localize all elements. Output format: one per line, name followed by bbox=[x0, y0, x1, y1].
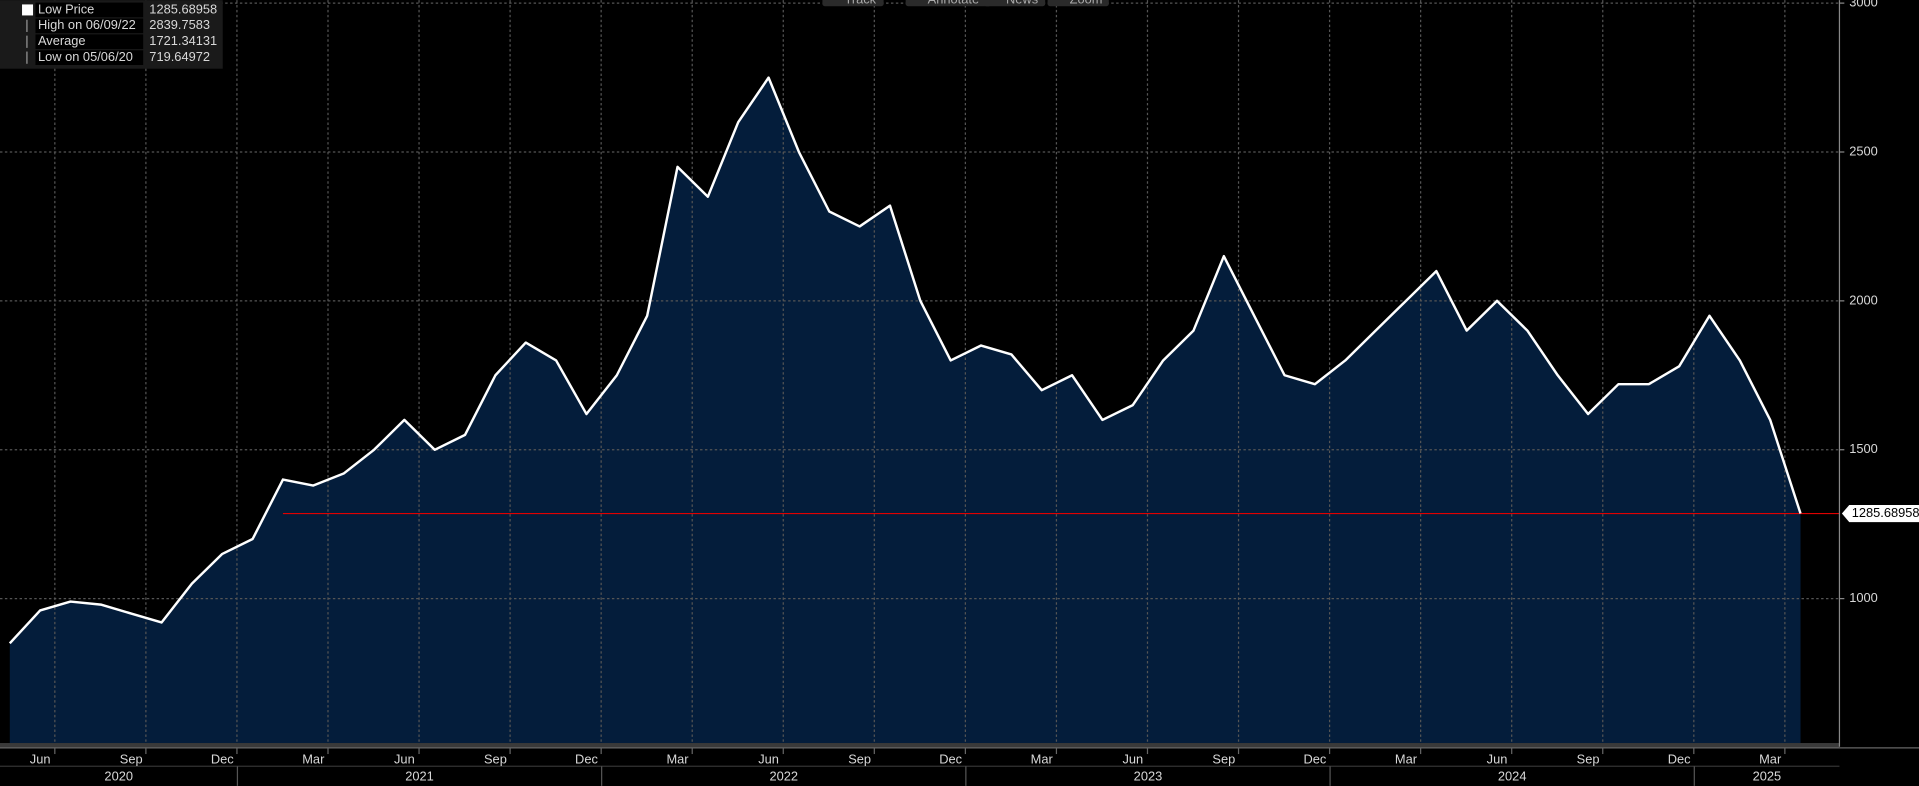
x-tick-label: Mar bbox=[666, 752, 689, 767]
legend-label-bg bbox=[35, 50, 144, 66]
year-label: 2021 bbox=[405, 769, 434, 784]
x-tick-label: Jun bbox=[1122, 752, 1143, 767]
last-price-box bbox=[1841, 504, 1919, 523]
y-tick-label: 1500 bbox=[1849, 441, 1878, 456]
y-tick-label: 1000 bbox=[1849, 590, 1878, 605]
toolbar-button[interactable] bbox=[822, 0, 884, 7]
year-label: 2024 bbox=[1498, 769, 1527, 784]
plot-area bbox=[0, 0, 1840, 744]
legend-label-bg bbox=[35, 18, 144, 34]
scrollbar bbox=[0, 743, 1840, 748]
toolbar-button[interactable] bbox=[983, 0, 1046, 7]
year-label: 2022 bbox=[769, 769, 798, 784]
x-tick-label: Dec bbox=[211, 752, 234, 767]
legend-label-bg bbox=[35, 34, 144, 50]
x-tick-label: Mar bbox=[1759, 752, 1782, 767]
x-tick-label: Jun bbox=[1487, 752, 1508, 767]
x-tick-label: Mar bbox=[1395, 752, 1418, 767]
legend-label-bg bbox=[35, 2, 144, 18]
legend-label: Low Price bbox=[38, 1, 94, 16]
x-tick-label: Jun bbox=[394, 752, 415, 767]
toolbar-label[interactable]: Track bbox=[844, 0, 876, 7]
legend-value: 2839.7583 bbox=[149, 17, 210, 32]
y-tick-label: 3000 bbox=[1849, 0, 1878, 10]
legend-label: Average bbox=[38, 33, 86, 48]
toolbar-label[interactable]: Annotate bbox=[928, 0, 979, 7]
x-tick-label: Sep bbox=[1212, 752, 1235, 767]
legend-value: 719.64972 bbox=[149, 49, 210, 64]
x-tick-label: Mar bbox=[1031, 752, 1054, 767]
legend-label: Low on 05/06/20 bbox=[38, 49, 133, 64]
x-tick-label: Sep bbox=[120, 752, 143, 767]
legend-label: High on 06/09/22 bbox=[38, 17, 136, 32]
toolbar-label[interactable]: News bbox=[1006, 0, 1038, 7]
x-tick-label: Dec bbox=[575, 752, 598, 767]
x-tick-label: Jun bbox=[30, 752, 51, 767]
x-tick-label: Sep bbox=[1577, 752, 1600, 767]
x-tick-label: Sep bbox=[484, 752, 507, 767]
x-tick-label: Sep bbox=[848, 752, 871, 767]
toolbar-label[interactable]: Zoom bbox=[1070, 0, 1103, 7]
last-price-label: 1285.68958 bbox=[1852, 505, 1919, 520]
toolbar-button[interactable] bbox=[1047, 0, 1109, 7]
x-tick-label: Jun bbox=[758, 752, 779, 767]
legend-value: 1721.34131 bbox=[149, 33, 217, 48]
area bbox=[9, 77, 1801, 744]
y-tick-label: 2500 bbox=[1849, 143, 1878, 158]
year-label: 2023 bbox=[1134, 769, 1163, 784]
x-tick-label: Dec bbox=[1303, 752, 1326, 767]
y-tick-label: 2000 bbox=[1849, 292, 1878, 307]
x-tick-label: Dec bbox=[939, 752, 962, 767]
line bbox=[8, 76, 1802, 645]
x-tick-label: Mar bbox=[302, 752, 325, 767]
legend-value: 1285.68958 bbox=[149, 1, 217, 16]
toolbar-button[interactable] bbox=[905, 0, 992, 7]
year-label: 2025 bbox=[1753, 769, 1782, 784]
x-tick-label: Dec bbox=[1668, 752, 1691, 767]
year-label: 2020 bbox=[104, 769, 133, 784]
legend-swatch bbox=[22, 4, 34, 16]
